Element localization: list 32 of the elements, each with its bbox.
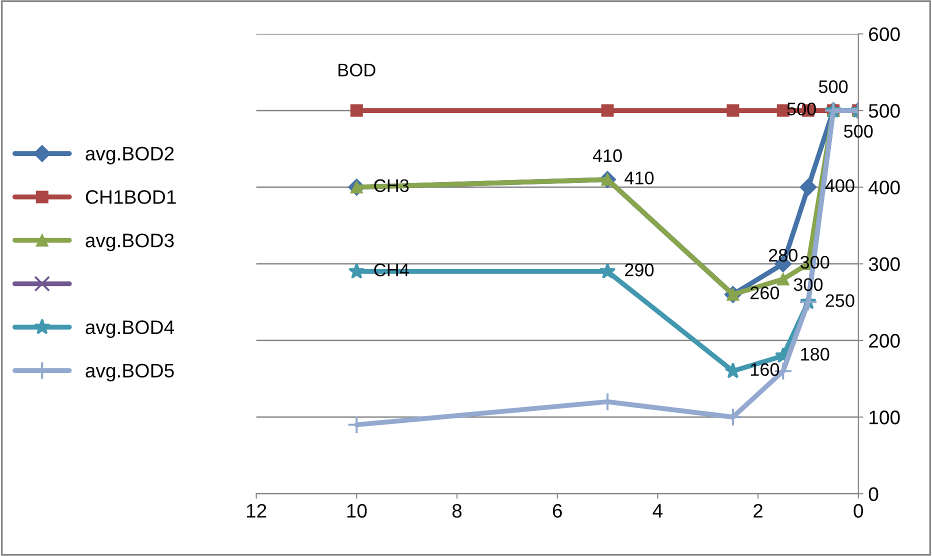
legend-label: CH1BOD1	[86, 190, 176, 204]
x-tick-label: 6	[552, 504, 562, 518]
data-label: 500	[818, 80, 848, 94]
x-tick-label: 2	[754, 504, 762, 518]
legend-label: avg.BOD5	[86, 364, 174, 382]
data-label: 410	[624, 172, 654, 184]
y-tick-label: 600	[869, 27, 900, 42]
legend-label: avg.BOD3	[86, 234, 174, 252]
data-label: 290	[625, 264, 654, 276]
x-tick-label: 10	[347, 504, 367, 518]
annotation: BOD	[338, 64, 376, 76]
y-tick-label: 0	[868, 487, 878, 501]
x-tick-label: 4	[652, 504, 663, 518]
legend-label: avg.BOD4	[86, 320, 174, 338]
y-tick-label: 200	[869, 334, 900, 348]
x-tick-label: 0	[854, 504, 864, 518]
data-label: 300	[794, 278, 823, 291]
y-tick-label: 400	[868, 180, 900, 194]
y-tick-label: 500	[868, 104, 900, 118]
data-label: 500	[787, 102, 816, 116]
legend-label: avg.BOD2	[86, 146, 174, 164]
data-label: 400	[825, 179, 854, 192]
data-label: 260	[750, 286, 780, 300]
data-label: 500	[844, 124, 873, 138]
x-tick-label: 8	[452, 504, 462, 518]
y-tick-label: 100	[870, 410, 900, 424]
data-label: 250	[826, 294, 854, 307]
data-label: 180	[801, 348, 830, 361]
y-tick-label: 300	[868, 257, 900, 272]
data-label: 160	[750, 363, 780, 376]
x-tick-label: 12	[246, 504, 266, 518]
data-label: 410	[592, 149, 622, 162]
